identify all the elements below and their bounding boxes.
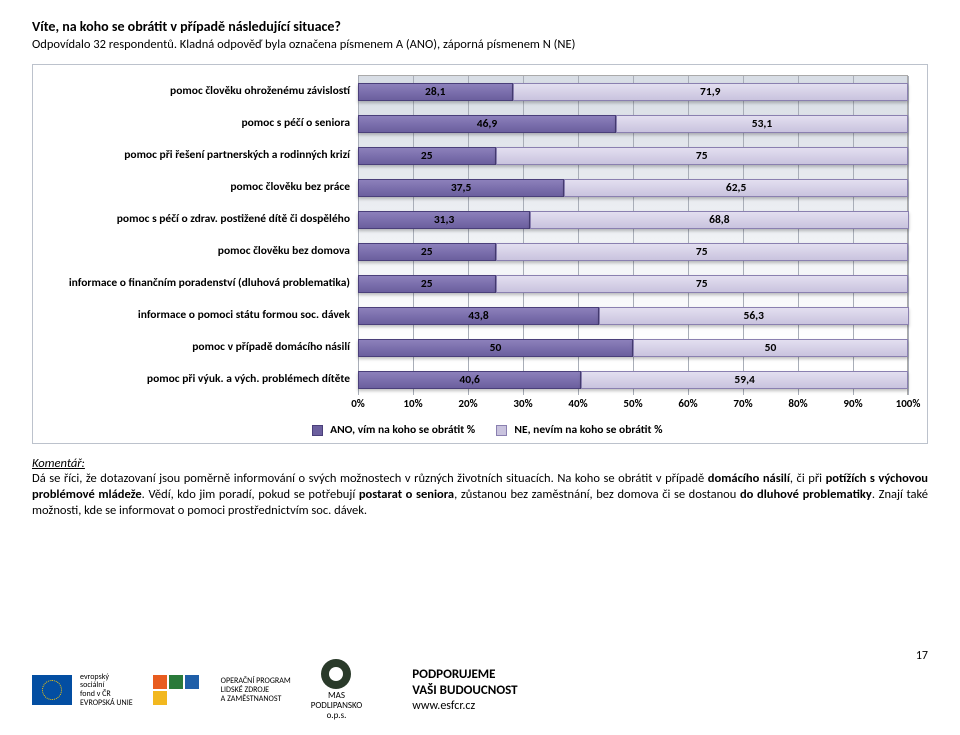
- support-url: www.esfcr.cz: [412, 699, 517, 713]
- bar-value-ne: 71,9: [695, 85, 725, 99]
- page-title: Víte, na koho se obrátit v případě násle…: [32, 18, 928, 35]
- eu-text: EVROPSKÁ UNIE: [80, 699, 133, 708]
- mas-icon: [321, 659, 351, 689]
- bar-value-ano: 25: [412, 245, 442, 259]
- bar-value-ano: 37,5: [446, 181, 476, 195]
- chart-legend: ANO, vím na koho se obrátit % NE, nevím …: [48, 423, 908, 437]
- chart-plot: 28,1 71,9 46,9 53,1 25 75 37,5 62,5 31,3 68,8 25 75…: [358, 75, 908, 395]
- comment-body: Dá se říci, že dotazovaní jsou poměrně i…: [32, 471, 928, 519]
- bar-value-ne: 50: [756, 341, 786, 355]
- page-subtitle: Odpovídalo 32 respondentů. Kladná odpově…: [32, 37, 928, 52]
- gridline: [908, 76, 909, 395]
- category-label: informace o pomoci státu formou soc. dáv…: [48, 308, 350, 322]
- bar-value-ano: 43,8: [463, 309, 493, 323]
- bar-value-ne: 75: [687, 277, 717, 291]
- bar-value-ano: 25: [412, 277, 442, 291]
- bar-value-ne: 68,8: [704, 213, 734, 227]
- category-label: pomoc s péčí o seniora: [48, 116, 350, 130]
- esf-text: evropský sociální fond v ČR: [80, 673, 133, 699]
- x-tick: 20%: [458, 397, 477, 410]
- bar-value-ne: 75: [687, 245, 717, 259]
- bar-value-ano: 50: [481, 341, 511, 355]
- category-label: pomoc člověku ohroženému závislostí: [48, 84, 350, 98]
- support-block: PODPORUJEME VAŠI BUDOUCNOST www.esfcr.cz: [412, 667, 517, 714]
- support-line2: VAŠI BUDOUCNOST: [412, 683, 517, 699]
- chart-area: 28,1 71,9 46,9 53,1 25 75 37,5 62,5 31,3 68,8 25 75…: [48, 75, 908, 435]
- legend-label-ne: NE, nevím na koho se obrátit %: [514, 423, 662, 437]
- support-line1: PODPORUJEME: [412, 667, 517, 683]
- bar-value-ne: 75: [687, 149, 717, 163]
- category-label: pomoc člověku bez domova: [48, 244, 350, 258]
- x-tick: 80%: [788, 397, 807, 410]
- oplzz-icon: [153, 673, 213, 707]
- oplzz-text: OPERAČNÍ PROGRAM LIDSKÉ ZDROJE A ZAMĚSTN…: [221, 677, 291, 703]
- legend-label-ano: ANO, vím na koho se obrátit %: [330, 423, 475, 437]
- legend-swatch-ano: [312, 425, 323, 436]
- chart-container: 28,1 71,9 46,9 53,1 25 75 37,5 62,5 31,3 68,8 25 75…: [32, 64, 928, 444]
- mas-logo: MAS PODLIPANSKO o.p.s.: [311, 659, 363, 721]
- bar-value-ano: 25: [412, 149, 442, 163]
- legend-swatch-ne: [496, 425, 507, 436]
- bar-value-ne: 56,3: [739, 309, 769, 323]
- bar-value-ne: 53,1: [747, 117, 777, 131]
- esf-logo: evropský sociální fond v ČR EVROPSKÁ UNI…: [32, 673, 133, 708]
- bar-value-ano: 28,1: [420, 85, 450, 99]
- bar-value-ano: 46,9: [472, 117, 502, 131]
- x-tick: 40%: [568, 397, 587, 410]
- eu-flag-icon: [32, 675, 72, 705]
- x-tick: 90%: [843, 397, 862, 410]
- x-tick: 60%: [678, 397, 697, 410]
- mas-text: MAS PODLIPANSKO o.p.s.: [311, 691, 363, 721]
- oplzz-logo: OPERAČNÍ PROGRAM LIDSKÉ ZDROJE A ZAMĚSTN…: [153, 673, 291, 707]
- x-tick: 50%: [623, 397, 642, 410]
- bar-value-ne: 59,4: [730, 373, 760, 387]
- bar-value-ano: 40,6: [455, 373, 485, 387]
- comment-heading: Komentář:: [32, 456, 928, 471]
- category-label: pomoc s péčí o zdrav. postižené dítě či …: [48, 212, 350, 226]
- x-tick: 10%: [403, 397, 422, 410]
- x-tick: 100%: [896, 397, 921, 410]
- category-label: informace o finančním poradenství (dluho…: [48, 276, 350, 290]
- x-tick: 30%: [513, 397, 532, 410]
- category-label: pomoc v případě domácího násilí: [48, 340, 350, 354]
- category-label: pomoc člověku bez práce: [48, 180, 350, 194]
- bar-value-ano: 31,3: [429, 213, 459, 227]
- x-tick: 0%: [351, 397, 365, 410]
- bar-value-ne: 62,5: [721, 181, 751, 195]
- x-tick: 70%: [733, 397, 752, 410]
- footer: evropský sociální fond v ČR EVROPSKÁ UNI…: [32, 659, 928, 721]
- category-label: pomoc při výuk. a vých. problémech dítět…: [48, 372, 350, 386]
- category-label: pomoc při řešení partnerských a rodinnýc…: [48, 148, 350, 162]
